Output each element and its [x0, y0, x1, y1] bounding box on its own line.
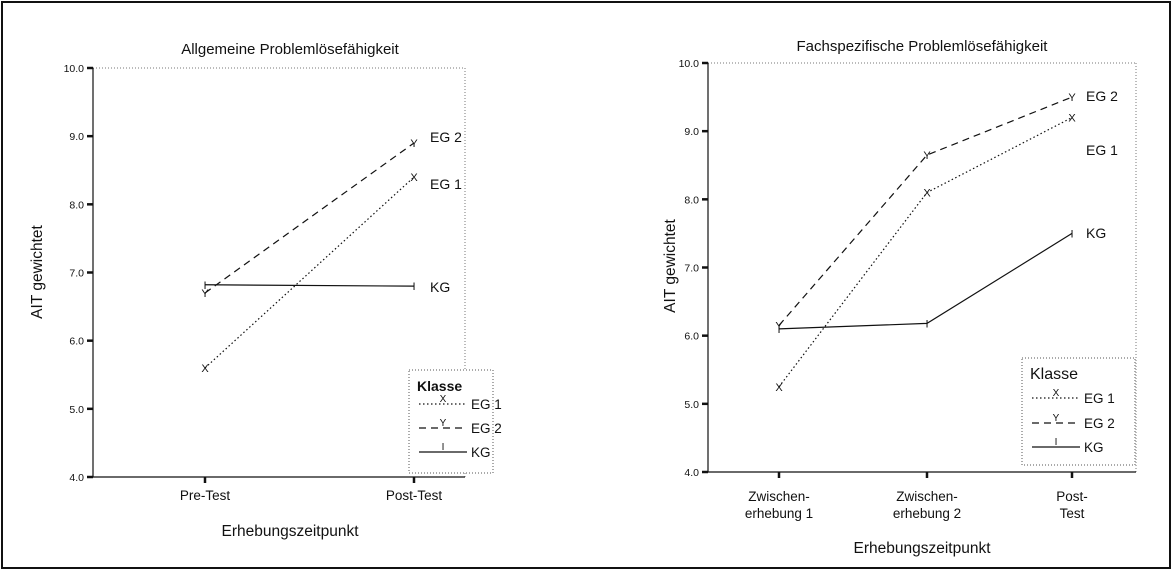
legend-label: EG 2 — [1084, 416, 1115, 431]
y-tick-label: 8.0 — [69, 199, 84, 211]
chart-title: Fachspezifische Problemlösefähigkeit — [797, 38, 1049, 55]
x-tick-label-line: Zwischen- — [896, 489, 958, 504]
x-axis-label: Erhebungszeitpunkt — [221, 523, 359, 540]
legend-label: EG 1 — [471, 397, 502, 412]
legend-label: EG 2 — [471, 421, 502, 436]
series-end-label: KG — [430, 279, 450, 295]
data-marker: X — [923, 188, 931, 200]
legend-label: KG — [471, 445, 491, 460]
y-tick-label: 4.0 — [684, 467, 699, 479]
y-tick-label: 6.0 — [684, 331, 699, 343]
data-marker: I — [203, 280, 206, 292]
x-tick-label: Pre-Test — [180, 488, 231, 503]
series-line-eg-2 — [778, 96, 1073, 326]
series-line-eg-2 — [204, 142, 415, 294]
series-line-eg-1 — [778, 117, 1073, 388]
legend-marker: I — [442, 442, 445, 453]
y-axis-label: AIT gewichtet — [29, 224, 46, 318]
legend-label: KG — [1084, 440, 1104, 455]
data-marker: Y — [201, 288, 209, 300]
data-marker: Y — [410, 138, 418, 150]
chart-1: Allgemeine Problemlösefähigkeit 4.0 5.0 6.0… — [29, 41, 502, 540]
y-tick-label: 4.0 — [69, 472, 84, 484]
legend-marker: X — [440, 394, 447, 405]
data-marker: Y — [775, 320, 783, 332]
data-marker: I — [1070, 228, 1073, 240]
y-tick-label: 7.0 — [69, 268, 84, 280]
x-tick-label-line: Post-Test — [386, 488, 443, 503]
y-tick-label: 8.0 — [684, 194, 699, 206]
x-tick-label-line: Pre-Test — [180, 488, 231, 503]
legend-marker: I — [1055, 437, 1058, 448]
y-axis-label: AIT gewichtet — [662, 218, 679, 312]
series-end-label: KG — [1086, 225, 1106, 241]
chart-2: Fachspezifische Problemlösefähigkeit 4.0 5… — [662, 38, 1137, 557]
y-tick-label: 5.0 — [684, 399, 699, 411]
x-tick-label-line: Post- — [1056, 489, 1088, 504]
series-line-eg-1 — [204, 176, 415, 369]
data-marker: Y — [923, 150, 931, 162]
legend-marker: X — [1053, 388, 1060, 399]
series-line-kg — [778, 232, 1073, 330]
x-tick-label: Zwischen-erhebung 2 — [893, 489, 961, 521]
legend-marker: Y — [440, 418, 447, 429]
x-tick-label-line: Zwischen- — [748, 489, 810, 504]
x-tick-label: Zwischen-erhebung 1 — [745, 489, 813, 521]
y-tick-label: 10.0 — [679, 58, 700, 70]
y-tick-label: 9.0 — [684, 126, 699, 138]
y-tick-label: 7.0 — [684, 263, 699, 275]
legend-title: Klasse — [417, 378, 462, 394]
legend-marker: Y — [1053, 413, 1060, 424]
legend-title: Klasse — [1030, 366, 1078, 383]
x-tick-label: Post-Test — [386, 488, 443, 503]
series-end-label: EG 2 — [430, 129, 462, 145]
data-marker: X — [1068, 113, 1076, 125]
y-tick-label: 5.0 — [69, 404, 84, 416]
x-tick-label-line: Test — [1060, 506, 1085, 521]
x-axis-label: Erhebungszeitpunkt — [853, 540, 991, 557]
legend-box — [408, 369, 494, 474]
data-marker: X — [775, 382, 783, 394]
data-marker: Y — [1068, 92, 1076, 104]
y-tick-label: 6.0 — [69, 336, 84, 348]
x-tick-label-line: erhebung 1 — [745, 506, 813, 521]
data-marker: X — [410, 172, 418, 184]
x-tick-label: Post- Test — [1056, 489, 1088, 521]
data-marker: I — [777, 324, 780, 336]
legend-label: EG 1 — [1084, 391, 1115, 406]
y-tick-label: 9.0 — [69, 131, 84, 143]
series-end-label: EG 1 — [430, 176, 462, 192]
series-end-label: EG 1 — [1086, 142, 1118, 158]
series-end-label: EG 2 — [1086, 88, 1118, 104]
data-marker: I — [925, 318, 928, 330]
x-tick-label-line: erhebung 2 — [893, 506, 961, 521]
y-tick-label: 10.0 — [64, 63, 85, 75]
data-marker: I — [412, 281, 415, 293]
chart-title: Allgemeine Problemlösefähigkeit — [181, 41, 399, 58]
series-line-kg — [204, 284, 415, 287]
data-marker: X — [201, 363, 209, 375]
